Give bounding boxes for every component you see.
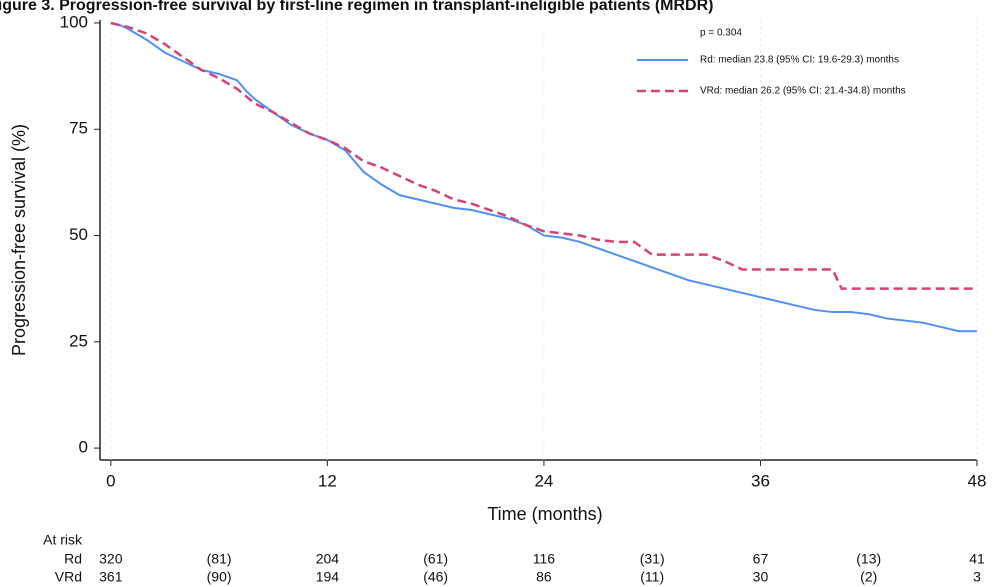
- x-tick-label: 12: [318, 471, 337, 490]
- x-tick-label: 24: [534, 471, 553, 490]
- at-risk-count: (90): [207, 569, 232, 585]
- at-risk-count: (31): [640, 551, 665, 567]
- y-tick-label: 0: [79, 438, 88, 457]
- x-tick-label: 48: [968, 471, 987, 490]
- at-risk-row-label: VRd: [55, 569, 82, 585]
- at-risk-count: (13): [856, 551, 881, 567]
- at-risk-count: (11): [640, 569, 664, 585]
- legend-label: Rd: median 23.8 (95% CI: 19.6-29.3) mont…: [700, 55, 899, 66]
- legend-label: VRd: median 26.2 (95% CI: 21.4-34.8) mon…: [700, 86, 906, 97]
- at-risk-count: (61): [423, 551, 448, 567]
- chart-title: Figure 3. Progression-free survival by f…: [0, 0, 713, 14]
- y-tick-label: 75: [69, 119, 88, 138]
- at-risk-count: 41: [969, 551, 985, 567]
- at-risk-row-label: Rd: [64, 551, 82, 567]
- x-tick-label: 36: [751, 471, 770, 490]
- x-axis-label: Time (months): [487, 504, 602, 524]
- y-tick-label: 25: [69, 331, 88, 350]
- p-value: p = 0.304: [700, 28, 742, 39]
- at-risk-count: (81): [207, 551, 232, 567]
- at-risk-count: 204: [316, 551, 340, 567]
- at-risk-count: 194: [316, 569, 340, 585]
- at-risk-count: 30: [753, 569, 769, 585]
- at-risk-count: 67: [753, 551, 769, 567]
- y-tick-label: 50: [69, 225, 88, 244]
- at-risk-count: 320: [99, 551, 123, 567]
- at-risk-count: 361: [99, 569, 123, 585]
- at-risk-count: 3: [973, 569, 981, 585]
- at-risk-title: At risk: [43, 532, 83, 548]
- at-risk-count: (46): [423, 569, 448, 585]
- at-risk-count: 116: [533, 551, 556, 567]
- y-tick-label: 100: [60, 12, 88, 31]
- at-risk-count: (2): [860, 569, 877, 585]
- at-risk-count: 86: [536, 569, 552, 585]
- y-axis-label: Progression-free survival (%): [9, 124, 29, 356]
- x-tick-label: 0: [106, 471, 115, 490]
- survival-curve: [110, 21, 977, 290]
